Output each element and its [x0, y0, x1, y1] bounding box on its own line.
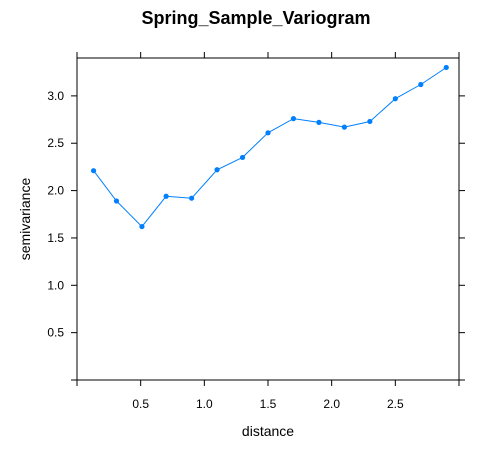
y-axis-label: semivariance	[17, 178, 33, 261]
series-line	[94, 68, 447, 227]
data-point	[214, 167, 219, 172]
data-point	[444, 65, 449, 70]
x-tick-label: 1.5	[260, 397, 277, 411]
y-tick-label: 2.0	[47, 184, 64, 198]
y-tick-label: 1.0	[47, 278, 64, 292]
y-tick-label: 1.5	[47, 231, 64, 245]
x-tick-label: 2.5	[387, 397, 404, 411]
x-tick-label: 2.0	[323, 397, 340, 411]
data-point	[393, 96, 398, 101]
data-point	[291, 116, 296, 121]
y-tick-label: 2.5	[47, 136, 64, 150]
x-axis-label: distance	[242, 423, 294, 439]
data-point	[91, 168, 96, 173]
data-point	[418, 82, 423, 87]
y-tick-label: 0.5	[47, 326, 64, 340]
data-point	[189, 196, 194, 201]
x-tick-label: 0.5	[132, 397, 149, 411]
data-point	[240, 155, 245, 160]
data-point	[342, 125, 347, 130]
series-layer	[91, 65, 449, 229]
data-point	[367, 119, 372, 124]
y-tick-label: 3.0	[47, 89, 64, 103]
x-axis: 0.5 1.0 1.5 2.0 2.5	[77, 52, 459, 411]
data-point	[164, 194, 169, 199]
chart-title: Spring_Sample_Variogram	[141, 8, 370, 28]
y-axis: 0.5 1.0 1.5 2.0 2.5 3.0	[47, 89, 465, 380]
x-tick-label: 1.0	[196, 397, 213, 411]
data-point	[139, 224, 144, 229]
data-point	[265, 130, 270, 135]
data-point	[316, 120, 321, 125]
data-point	[114, 198, 119, 203]
